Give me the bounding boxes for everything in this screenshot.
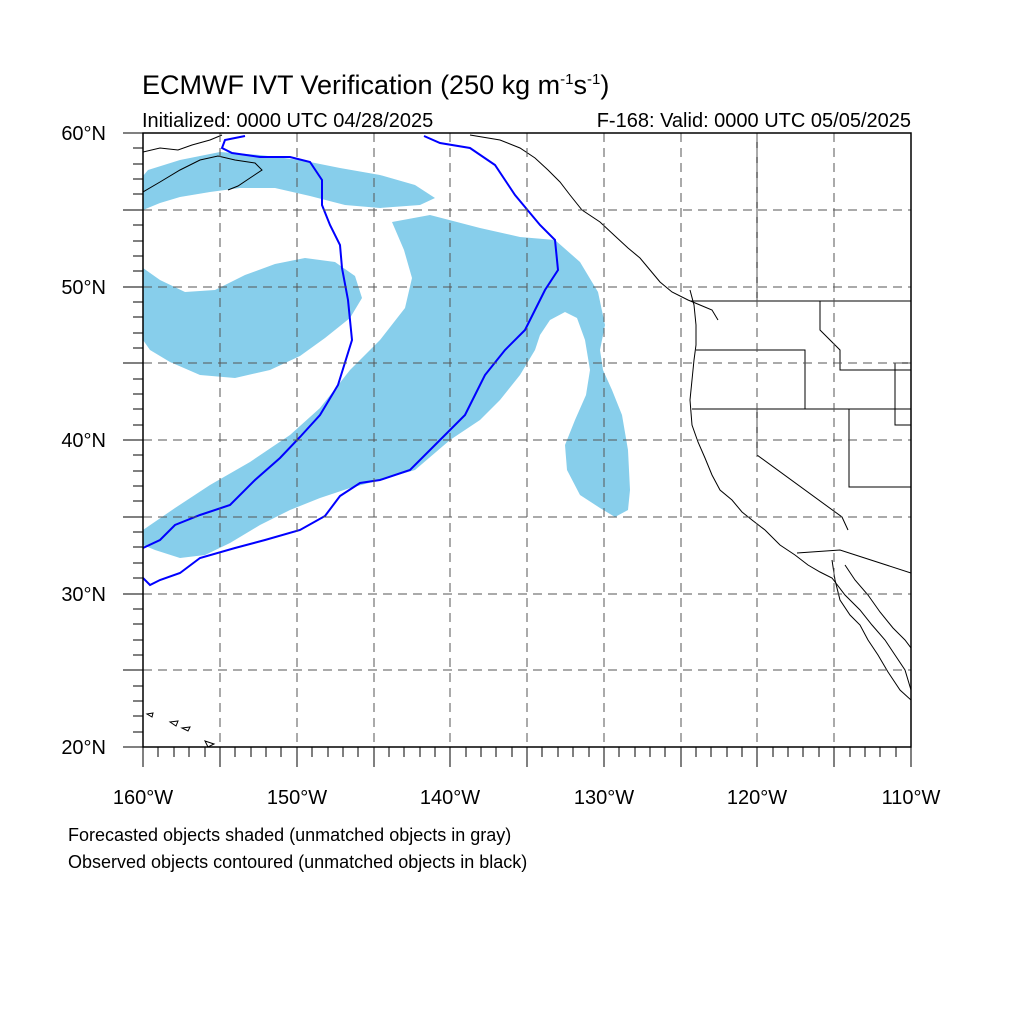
valid-time-label: F-168: Valid: 0000 UTC 05/05/2025 (596, 110, 911, 132)
legend-note-observed: Observed objects contoured (unmatched ob… (68, 852, 528, 872)
lon-label-130w: 130°W (574, 787, 634, 809)
coastline-alaska (143, 134, 263, 193)
lon-label-110w: 110°W (882, 787, 941, 809)
graticule (143, 133, 911, 747)
lat-label-60n: 60°N (61, 123, 106, 145)
political-boundaries (690, 133, 911, 574)
forecast-object-north-band (143, 152, 435, 210)
hawaii-islands (145, 712, 216, 747)
lat-label-20n: 20°N (61, 737, 106, 759)
lon-label-140w: 140°W (420, 787, 480, 809)
lon-labels: 160°W 150°W 140°W 130°W 120°W 110°W (113, 787, 941, 809)
lat-labels: 60°N 50°N 40°N 30°N 20°N (61, 123, 106, 759)
forecast-object-west-blob (143, 258, 362, 378)
coastline-west-us (689, 289, 911, 691)
lat-label-50n: 50°N (61, 277, 106, 299)
chart-title: ECMWF IVT Verification (250 kg m-1s-1) (142, 70, 610, 100)
lon-label-120w: 120°W (727, 787, 787, 809)
lon-label-160w: 160°W (113, 787, 173, 809)
lat-label-30n: 30°N (61, 584, 106, 606)
observed-object-contour (143, 135, 560, 587)
coastline-baja (831, 559, 911, 701)
axis-ticks (123, 132, 912, 767)
lat-label-40n: 40°N (61, 430, 106, 452)
lon-label-150w: 150°W (267, 787, 327, 809)
legend-note-forecast: Forecasted objects shaded (unmatched obj… (68, 825, 512, 845)
map-plot-area (143, 133, 911, 747)
init-time-label: Initialized: 0000 UTC 04/28/2025 (142, 110, 434, 132)
coastline-bc-alaska-panhandle (469, 134, 719, 321)
